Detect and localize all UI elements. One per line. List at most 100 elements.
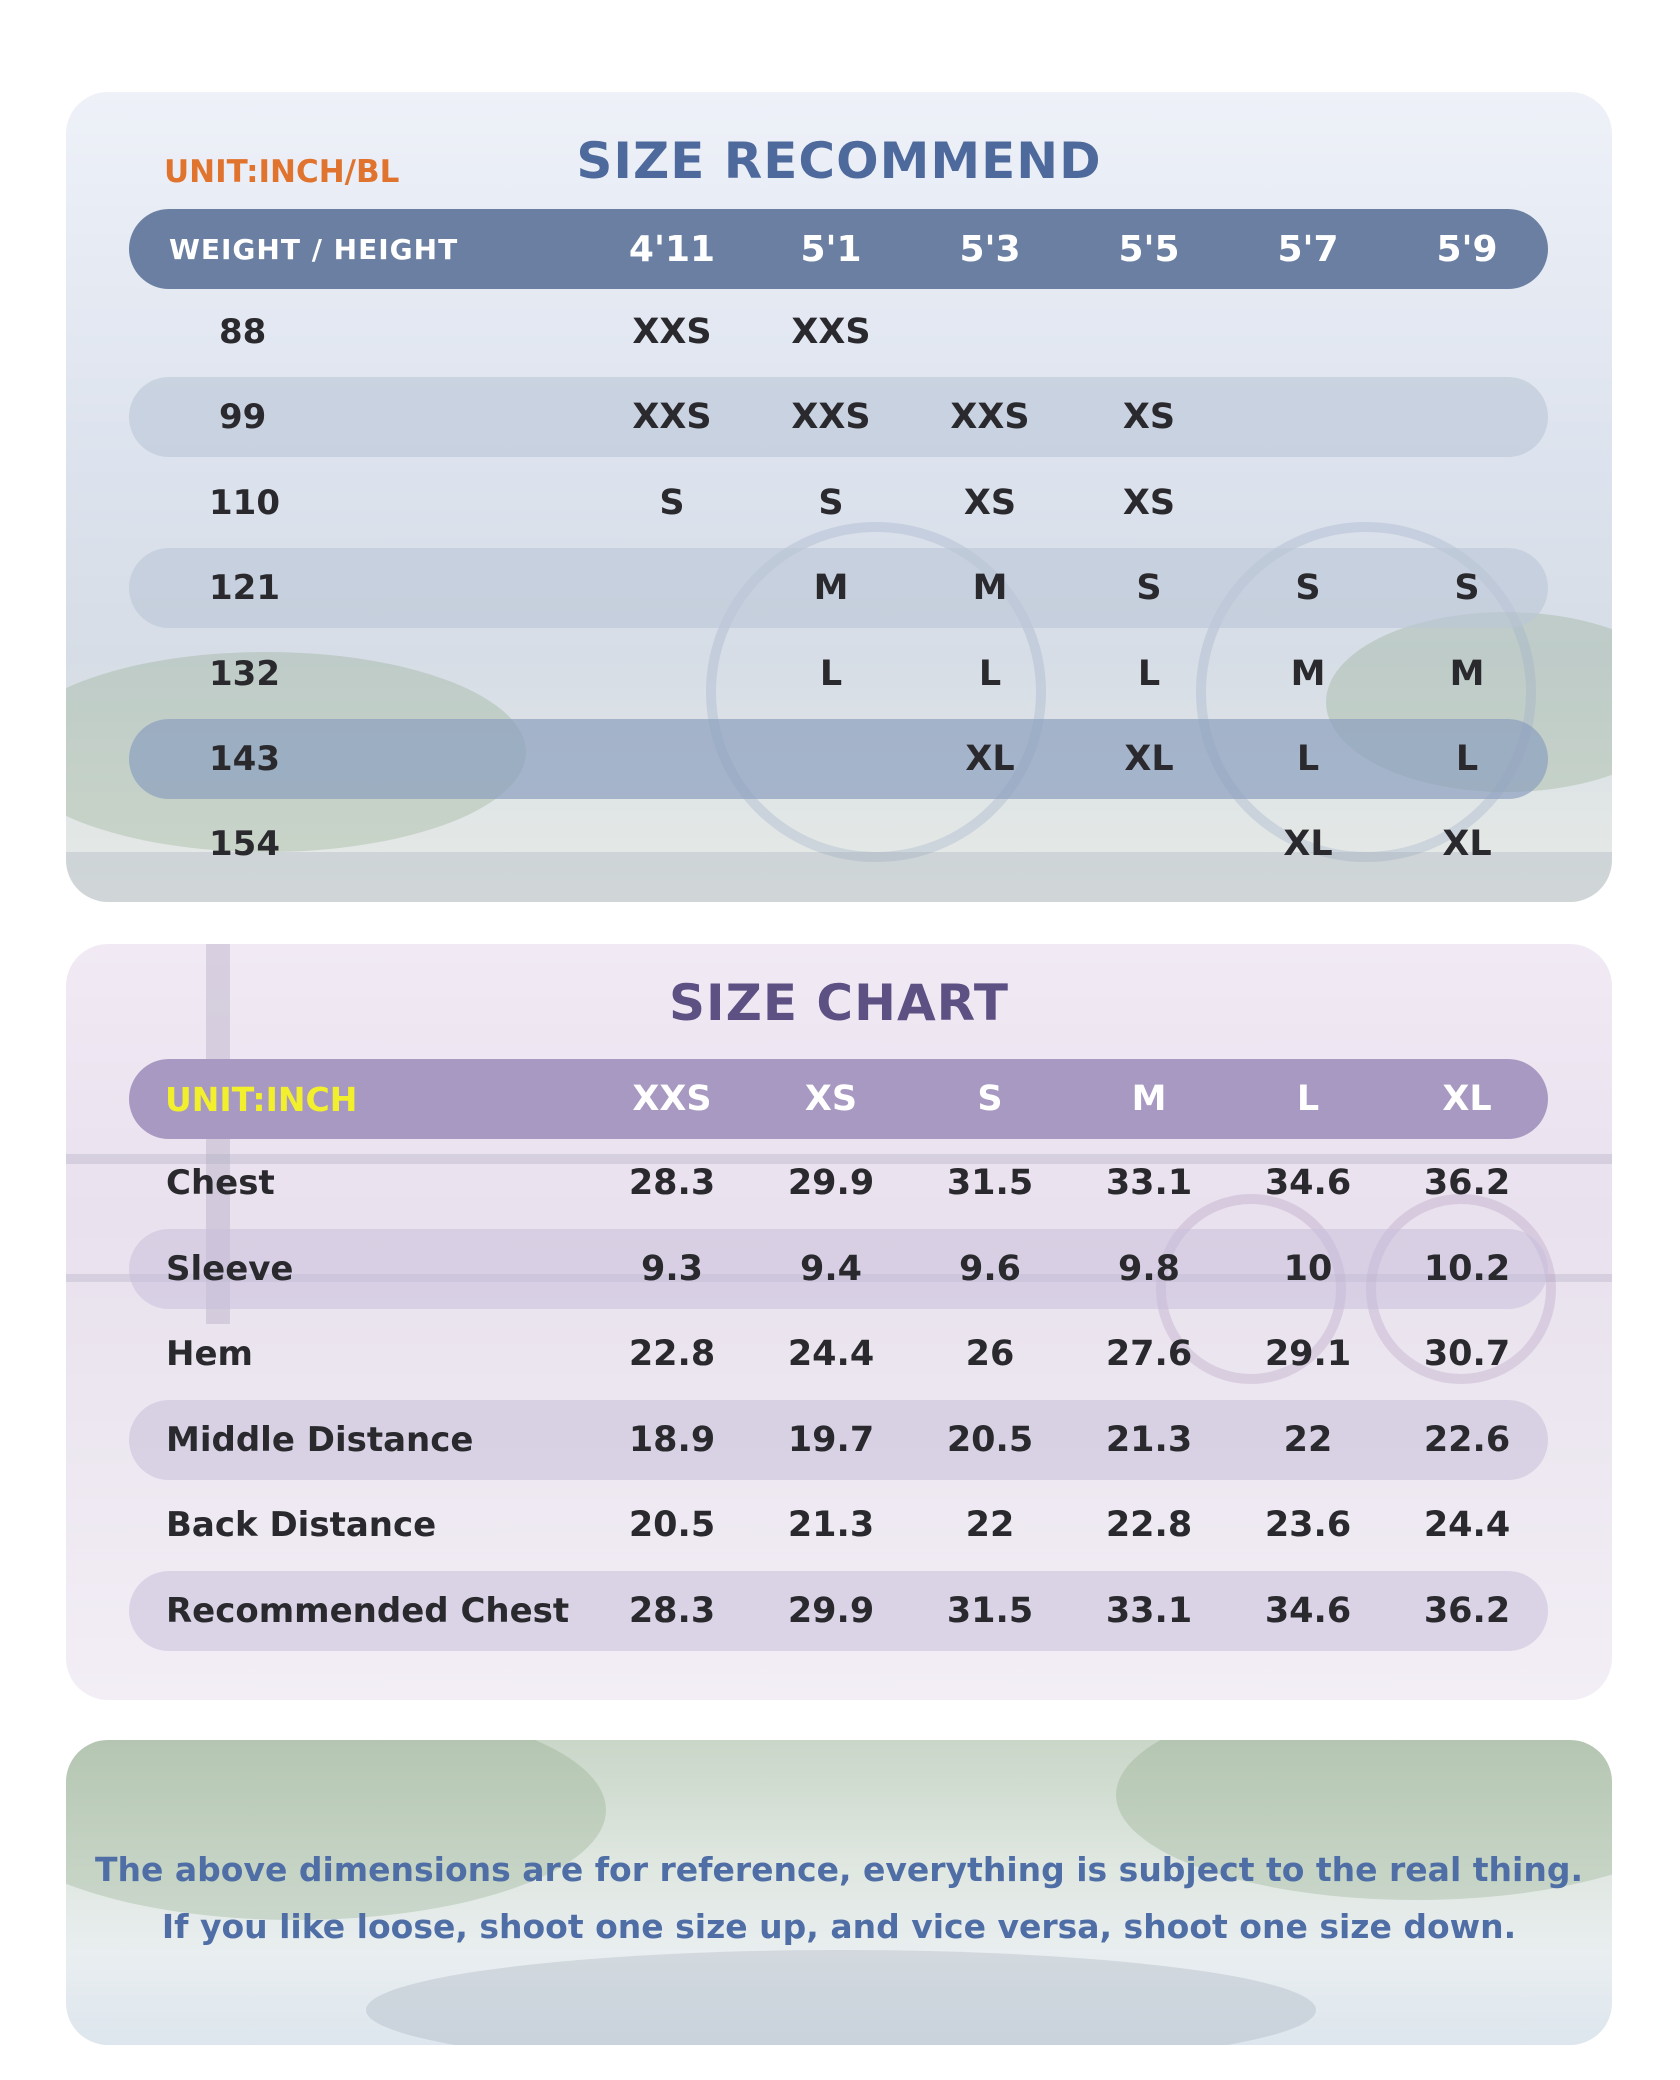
measurement-label: Recommended Chest xyxy=(166,1591,570,1631)
unit-label: UNIT:INCH/BL xyxy=(164,154,400,190)
measurement-cell: 18.9 xyxy=(628,1420,716,1460)
measurement-cell: 9.6 xyxy=(958,1249,1021,1289)
measurement-cell: 29.9 xyxy=(787,1591,875,1631)
height-column-header: 5'5 xyxy=(1118,228,1180,270)
measurement-cell: 29.9 xyxy=(787,1163,875,1203)
size-column-header: XXS xyxy=(632,1079,712,1119)
measurement-cell: 9.4 xyxy=(799,1249,862,1289)
measurement-label: Sleeve xyxy=(166,1249,294,1289)
disclaimer-line-2: If you like loose, shoot one size up, an… xyxy=(161,1907,1517,1946)
measurement-cell: 36.2 xyxy=(1423,1163,1511,1203)
size-cell: M xyxy=(1290,654,1326,694)
size-cell: XL xyxy=(965,739,1015,779)
weight-label: 143 xyxy=(209,739,280,779)
measurement-cell: 29.1 xyxy=(1264,1334,1352,1374)
table-row: Middle Distance 18.9 19.7 20.5 21.3 22 2… xyxy=(129,1400,1548,1480)
height-column-header: 5'9 xyxy=(1436,228,1498,270)
size-column-header: XS xyxy=(804,1079,858,1119)
size-cell: XXS xyxy=(632,312,712,352)
table-row: Back Distance 20.5 21.3 22 22.8 23.6 24.… xyxy=(129,1485,1548,1565)
height-column-header: 5'3 xyxy=(959,228,1021,270)
table-row: Recommended Chest 28.3 29.9 31.5 33.1 34… xyxy=(129,1571,1548,1651)
measurement-cell: 22 xyxy=(965,1505,1015,1545)
size-cell: XS xyxy=(963,483,1017,523)
table-row: 110 S S XS XS xyxy=(129,463,1548,543)
unit-label: UNIT:INCH xyxy=(165,1079,358,1119)
size-cell: L xyxy=(978,654,1002,694)
disclaimer-line-1: The above dimensions are for reference, … xyxy=(95,1850,1583,1889)
size-cell: S xyxy=(1295,568,1321,608)
size-chart-title: SIZE CHART xyxy=(668,974,1010,1032)
size-cell: L xyxy=(1296,739,1320,779)
measurement-cell: 28.3 xyxy=(628,1163,716,1203)
size-cell: S xyxy=(659,483,685,523)
measurement-cell: 28.3 xyxy=(628,1591,716,1631)
table-row: 143 XL XL L L xyxy=(129,719,1548,799)
measurement-label: Hem xyxy=(166,1334,253,1374)
measurement-cell: 27.6 xyxy=(1105,1334,1193,1374)
size-cell: S xyxy=(1454,568,1480,608)
road-decoration xyxy=(366,1950,1316,2045)
background-forest-decoration xyxy=(66,1740,606,1920)
measurement-cell: 34.6 xyxy=(1264,1591,1352,1631)
size-cell: S xyxy=(1136,568,1162,608)
chart-header-row: UNIT:INCH XXS XS S M L XL xyxy=(129,1059,1548,1139)
table-row: Sleeve 9.3 9.4 9.6 9.8 10 10.2 xyxy=(129,1229,1548,1309)
measurement-cell: 10 xyxy=(1283,1249,1333,1289)
table-row: 88 XXS XXS xyxy=(129,292,1548,372)
size-cell: XS xyxy=(1122,397,1176,437)
table-row: 132 L L L M M xyxy=(129,634,1548,714)
size-cell: L xyxy=(819,654,843,694)
weight-label: 88 xyxy=(219,312,267,352)
size-cell: L xyxy=(1137,654,1161,694)
table-row: Chest 28.3 29.9 31.5 33.1 34.6 36.2 xyxy=(129,1143,1548,1223)
measurement-cell: 22 xyxy=(1283,1420,1333,1460)
weight-label: 110 xyxy=(209,483,280,523)
measurement-cell: 21.3 xyxy=(1105,1420,1193,1460)
measurement-cell: 20.5 xyxy=(946,1420,1034,1460)
table-row: Hem 22.8 24.4 26 27.6 29.1 30.7 xyxy=(129,1314,1548,1394)
measurement-cell: 24.4 xyxy=(1423,1505,1511,1545)
measurement-label: Middle Distance xyxy=(166,1420,474,1460)
size-column-header: XL xyxy=(1442,1079,1492,1119)
recommend-header-row: WEIGHT / HEIGHT 4'11 5'1 5'3 5'5 5'7 5'9 xyxy=(129,209,1548,289)
measurement-cell: 22.8 xyxy=(628,1334,716,1374)
measurement-cell: 31.5 xyxy=(946,1591,1034,1631)
measurement-cell: 9.8 xyxy=(1117,1249,1180,1289)
weight-label: 121 xyxy=(209,568,280,608)
size-cell: M xyxy=(972,568,1008,608)
size-cell: XXS xyxy=(791,397,871,437)
measurement-cell: 34.6 xyxy=(1264,1163,1352,1203)
size-column-header: M xyxy=(1131,1079,1167,1119)
measurement-cell: 23.6 xyxy=(1264,1505,1352,1545)
weight-label: 154 xyxy=(209,824,280,864)
measurement-cell: 10.2 xyxy=(1423,1249,1511,1289)
size-cell: L xyxy=(1455,739,1479,779)
note-panel: The above dimensions are for reference, … xyxy=(66,1740,1612,2045)
measurement-cell: 9.3 xyxy=(640,1249,703,1289)
height-column-header: 5'1 xyxy=(800,228,862,270)
size-cell: XL xyxy=(1283,824,1333,864)
measurement-cell: 21.3 xyxy=(787,1505,875,1545)
size-cell: M xyxy=(813,568,849,608)
size-cell: XL xyxy=(1442,824,1492,864)
height-column-header: 5'7 xyxy=(1277,228,1339,270)
size-column-header: L xyxy=(1296,1079,1320,1119)
weight-height-header: WEIGHT / HEIGHT xyxy=(169,232,459,266)
measurement-cell: 31.5 xyxy=(946,1163,1034,1203)
size-chart-panel: SIZE CHART UNIT:INCH XXS XS S M L XL Che… xyxy=(66,944,1612,1700)
measurement-cell: 22.8 xyxy=(1105,1505,1193,1545)
measurement-label: Back Distance xyxy=(166,1505,437,1545)
measurement-cell: 33.1 xyxy=(1105,1163,1193,1203)
height-column-header: 4'11 xyxy=(628,228,716,270)
measurement-cell: 20.5 xyxy=(628,1505,716,1545)
measurement-label: Chest xyxy=(166,1163,275,1203)
size-cell: M xyxy=(1449,654,1485,694)
measurement-cell: 36.2 xyxy=(1423,1591,1511,1631)
measurement-cell: 26 xyxy=(965,1334,1015,1374)
weight-label: 132 xyxy=(209,654,280,694)
size-cell: XL xyxy=(1124,739,1174,779)
size-column-header: S xyxy=(977,1079,1003,1119)
table-row: 121 M M S S S xyxy=(129,548,1548,628)
table-row: 154 XL XL xyxy=(129,804,1548,884)
